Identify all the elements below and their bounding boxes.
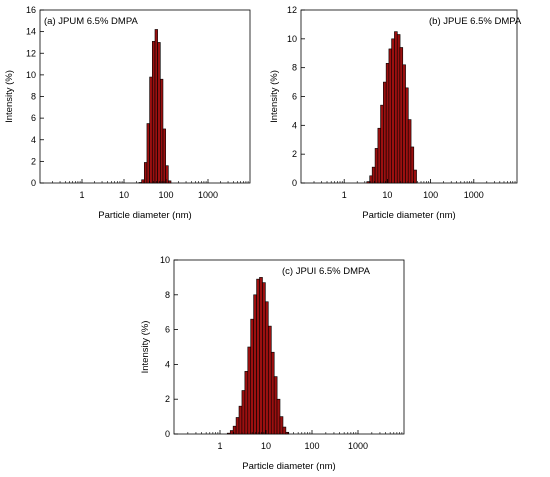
x-tick-label: 100 bbox=[158, 190, 173, 200]
histogram-bar bbox=[371, 166, 376, 184]
histogram-bar bbox=[273, 376, 278, 435]
histogram-bar bbox=[162, 128, 166, 184]
x-tick-label: 100 bbox=[304, 441, 319, 451]
histogram-bar bbox=[264, 301, 269, 435]
histogram-bar bbox=[165, 165, 169, 184]
y-tick-label: 12 bbox=[26, 48, 36, 58]
x-tick-label: 100 bbox=[423, 190, 438, 200]
x-tick-label: 1 bbox=[342, 190, 347, 200]
y-tick-label: 10 bbox=[160, 255, 170, 265]
x-tick-label: 1 bbox=[79, 190, 84, 200]
x-axis-label: Particle diameter (nm) bbox=[242, 461, 335, 472]
y-tick-label: 2 bbox=[165, 394, 170, 404]
histogram-bar bbox=[138, 182, 142, 184]
y-tick-label: 16 bbox=[26, 5, 36, 15]
y-tick-label: 12 bbox=[287, 5, 297, 15]
histogram-bar bbox=[235, 417, 240, 435]
x-axis-label: Particle diameter (nm) bbox=[98, 210, 191, 221]
histogram-bar bbox=[413, 169, 417, 184]
y-tick-label: 10 bbox=[26, 70, 36, 80]
y-tick-label: 0 bbox=[165, 429, 170, 439]
x-tick-label: 1000 bbox=[464, 190, 484, 200]
y-tick-label: 0 bbox=[31, 178, 36, 188]
x-tick-label: 10 bbox=[382, 190, 392, 200]
histogram-bar bbox=[399, 47, 404, 184]
histogram-bar bbox=[394, 31, 398, 184]
histogram-bar bbox=[151, 41, 156, 184]
y-tick-label: 6 bbox=[292, 92, 297, 102]
y-axis-label: Intensity (%) bbox=[4, 70, 15, 123]
histogram-bar bbox=[226, 432, 231, 435]
y-tick-label: 10 bbox=[287, 34, 297, 44]
histogram-bar bbox=[149, 76, 153, 184]
y-tick-label: 8 bbox=[165, 290, 170, 300]
x-tick-label: 10 bbox=[119, 190, 129, 200]
plot-frame bbox=[39, 9, 251, 184]
histogram-bar bbox=[391, 38, 395, 184]
y-tick-label: 4 bbox=[165, 359, 170, 369]
histogram-bar bbox=[374, 148, 379, 184]
histogram-bar bbox=[285, 431, 290, 435]
y-tick-label: 6 bbox=[165, 325, 170, 335]
histogram-bar bbox=[385, 63, 390, 184]
panel-a-chart: 0 2 4 6 8 10 12 14 16 1 10 100 1000 (a) JPUM 6.5% DMP… bbox=[4, 5, 251, 221]
histogram-bar bbox=[244, 371, 249, 435]
x-tick-label: 1000 bbox=[348, 441, 368, 451]
histogram-bar bbox=[270, 351, 275, 435]
histogram-bar bbox=[247, 346, 252, 435]
panel-title: (a) JPUM 6.5% DMPA bbox=[44, 16, 138, 27]
y-axis-label: Intensity (%) bbox=[269, 70, 280, 123]
panel-b-chart: 0 2 4 6 8 10 12 1 10 100 1000 (b) JPUE 6.5% DMPA Par… bbox=[269, 5, 522, 221]
histogram-bar bbox=[282, 426, 287, 435]
histogram-bar bbox=[241, 390, 246, 435]
y-tick-label: 8 bbox=[31, 92, 36, 102]
y-axis-label: Intensity (%) bbox=[140, 321, 151, 374]
y-tick-label: 8 bbox=[292, 63, 297, 73]
histogram-bar bbox=[383, 81, 387, 184]
y-tick-label: 6 bbox=[31, 113, 36, 123]
x-tick-label: 10 bbox=[261, 441, 271, 451]
histogram-bar bbox=[268, 325, 272, 435]
histogram-bar bbox=[253, 294, 257, 435]
histogram-bar bbox=[143, 162, 148, 184]
histogram-bar bbox=[157, 42, 161, 184]
panel-c-chart: 0 2 4 6 8 10 1 10 100 1000 (c) JPUI 6.5% DMPA Parti… bbox=[140, 255, 405, 472]
histogram-bar bbox=[276, 398, 281, 435]
histogram-bar bbox=[250, 318, 254, 435]
histogram-bar bbox=[279, 416, 284, 435]
histogram-bar bbox=[238, 405, 243, 435]
x-tick-label: 1 bbox=[217, 441, 222, 451]
plot-frame bbox=[173, 259, 405, 435]
y-tick-label: 2 bbox=[292, 149, 297, 159]
histogram-bar bbox=[405, 87, 409, 184]
histogram-bar bbox=[380, 104, 384, 184]
histogram-bar bbox=[410, 146, 415, 184]
histogram-bar bbox=[366, 181, 370, 184]
panel-title: (b) JPUE 6.5% DMPA bbox=[429, 16, 522, 27]
panel-title: (c) JPUI 6.5% DMPA bbox=[282, 266, 371, 277]
histogram-bar bbox=[262, 282, 266, 435]
y-tick-label: 4 bbox=[292, 120, 297, 130]
histogram-bar bbox=[168, 180, 172, 184]
y-tick-label: 14 bbox=[26, 27, 36, 37]
x-tick-label: 1000 bbox=[198, 190, 218, 200]
y-tick-label: 4 bbox=[31, 135, 36, 145]
histogram-bar bbox=[256, 278, 260, 435]
histogram-bar bbox=[229, 430, 234, 435]
x-axis-label: Particle diameter (nm) bbox=[362, 210, 455, 221]
histogram-bar bbox=[259, 277, 263, 435]
y-tick-label: 2 bbox=[31, 156, 36, 166]
histogram-bar bbox=[160, 78, 164, 184]
histogram-bar bbox=[154, 29, 158, 184]
histogram-bar bbox=[146, 123, 150, 184]
y-tick-label: 0 bbox=[292, 178, 297, 188]
